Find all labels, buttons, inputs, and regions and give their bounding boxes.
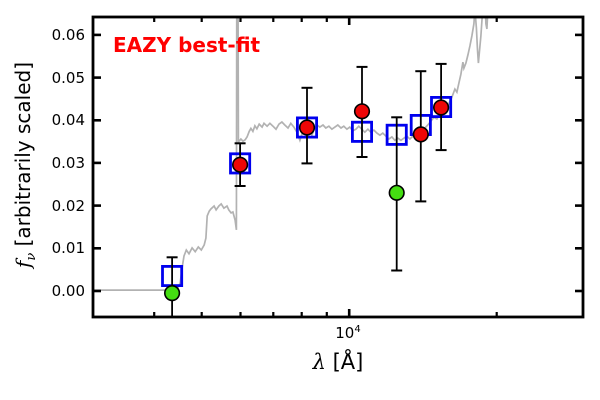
y-tick-label: 0.06	[51, 26, 85, 44]
y-axis-label-math: f	[11, 260, 35, 269]
y-tick-label: 0.02	[51, 197, 85, 215]
y-tick-label: 0.00	[51, 282, 85, 300]
y-tick-label: 0.04	[51, 111, 85, 129]
observed-flagged-circle-marker	[388, 184, 405, 201]
y-tick-label: 0.03	[51, 154, 85, 172]
observed-photometry-flagged	[164, 184, 405, 302]
axes-frame	[91, 15, 585, 319]
error-bars	[166, 62, 447, 317]
observed-circle-marker	[353, 103, 371, 120]
observed-circle-marker	[298, 119, 316, 136]
observed-circle-marker	[433, 99, 450, 116]
observed-photometry	[232, 99, 450, 173]
x-axis-label: λ [Å]	[268, 349, 408, 375]
observed-circle-marker	[232, 156, 249, 173]
x-tick-label-1e4: 104	[335, 324, 361, 342]
y-tick-label: 0.01	[51, 239, 85, 257]
observed-circle-marker	[412, 126, 429, 143]
x-axis-label-math: λ	[312, 350, 326, 374]
y-tick-label: 0.05	[51, 69, 85, 87]
fit-annotation: EAZY best-fit	[113, 33, 261, 57]
model-spectrum-line	[93, 17, 489, 291]
x-axis-label-rest: [Å]	[325, 350, 364, 374]
observed-flagged-circle-marker	[164, 285, 181, 302]
axis-ticks	[93, 17, 583, 317]
